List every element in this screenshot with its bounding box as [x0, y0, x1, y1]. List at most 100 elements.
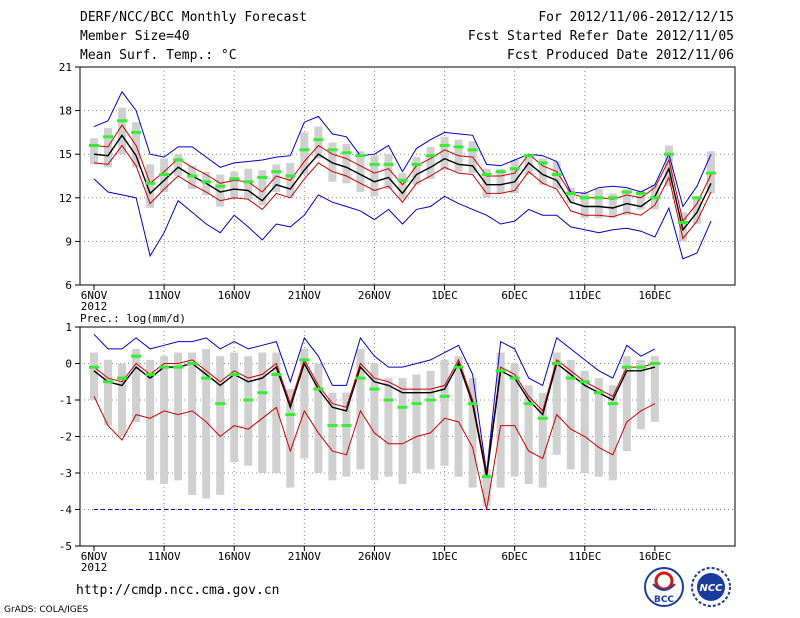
prec-panel-title: Prec.: log(mm/d): [80, 312, 186, 325]
temp-box: [636, 190, 645, 210]
temp-box: [566, 187, 575, 204]
prec-xtick-label: 11NOV: [148, 550, 181, 563]
prec-box: [412, 374, 421, 473]
prec-box: [580, 370, 589, 473]
temp-max-line: [93, 90, 712, 208]
prec-xtick-label: 26NOV: [358, 550, 391, 563]
prec-box: [594, 378, 603, 477]
prec-box: [454, 356, 463, 477]
prec-xtick-label: 1DEC: [431, 550, 458, 563]
forecast-period: For 2012/11/06-2012/12/15: [538, 10, 734, 25]
prec-ytick-label: -1: [59, 394, 72, 407]
prec-box: [384, 378, 393, 477]
prec-box: [370, 363, 379, 481]
prec-box: [552, 352, 561, 455]
prec-box: [566, 359, 575, 470]
prec-max-line: [93, 333, 656, 474]
prec-xtick-label: 16DEC: [638, 550, 671, 563]
prec-box: [538, 392, 547, 488]
chart-title: DERF/NCC/BCC Monthly Forecast: [80, 10, 307, 25]
temp-box: [174, 154, 183, 176]
temp-xtick-label: 11NOV: [148, 289, 181, 302]
prec-xtick-label: 21NOV: [288, 550, 321, 563]
temp-box: [90, 138, 98, 165]
prec-box: [216, 356, 225, 495]
grads-credit: GrADS: COLA/IGES: [4, 605, 89, 615]
temp-ytick-label: 12: [59, 192, 72, 205]
temp-box: [482, 168, 491, 198]
temp-box: [118, 107, 127, 155]
temp-box: [300, 132, 309, 175]
temp-mean-line: [93, 134, 712, 232]
temp-box: [412, 157, 421, 185]
prec-box: [440, 359, 449, 466]
temp-xtick-label: 26NOV: [358, 289, 391, 302]
prec-box: [90, 352, 98, 400]
prec-box: [230, 352, 239, 463]
prec-box: [286, 389, 295, 488]
temp-xtick-label: 6NOV: [81, 289, 108, 302]
prec-box: [608, 385, 617, 481]
prec-box: [160, 356, 169, 484]
temp-box: [608, 193, 617, 219]
temp-box: [398, 173, 407, 200]
prec-ytick-label: -3: [59, 467, 72, 480]
temp-box: [370, 155, 379, 197]
temp-ytick-label: 9: [65, 235, 72, 248]
temp-box: [356, 151, 365, 192]
prec-box: [174, 352, 183, 481]
temp-box: [622, 189, 631, 216]
temp-box: [664, 145, 673, 187]
prec-sd-lower-line: [93, 396, 656, 510]
prec-ytick-label: 1: [65, 321, 72, 334]
temp-box: [594, 189, 603, 219]
produced-date: Fcst Produced Date 2012/11/06: [507, 48, 734, 63]
temp-xtick-label: 11DEC: [568, 289, 601, 302]
prec-xtick-label: 6DEC: [501, 550, 528, 563]
temp-box: [216, 174, 225, 207]
temp-box: [230, 171, 239, 200]
prec-box: [356, 348, 365, 470]
prec-xtick-label: 16NOV: [218, 550, 251, 563]
temp-box: [426, 146, 435, 179]
temp-box: [314, 126, 323, 159]
ncc-logo-text: NCC: [699, 583, 723, 594]
temp-xtick-label: 6DEC: [501, 289, 528, 302]
prec-box: [510, 363, 519, 477]
prec-ytick-label: -4: [59, 504, 73, 517]
temp-xtick-label: 16DEC: [638, 289, 671, 302]
prec-box: [650, 356, 659, 422]
temp-xtick-label: 16NOV: [218, 289, 251, 302]
prec-ytick-label: 0: [65, 358, 72, 371]
prec-box: [636, 359, 645, 430]
temp-box: [146, 164, 155, 208]
temp-box: [510, 160, 519, 194]
temp-ytick-label: 6: [65, 279, 72, 292]
prec-year-label: 2012: [81, 561, 108, 574]
temp-ytick-label: 15: [59, 148, 72, 161]
temp-panel: 6 9 12 15 18 21 6NOV 11NOV 16NOV 21NOV 26NOV 1DEC 6D…: [59, 61, 736, 313]
prec-xtick-label: 6NOV: [81, 550, 108, 563]
temp-box: [244, 168, 253, 200]
prec-xtick-label: 11DEC: [568, 550, 601, 563]
prec-box: [496, 352, 505, 488]
temp-box: [104, 128, 113, 168]
temp-xtick-label: 1DEC: [431, 289, 458, 302]
temp-box: [538, 158, 547, 185]
bcc-logo-text: BCC: [654, 595, 674, 605]
temp-xtick-label: 21NOV: [288, 289, 321, 302]
prec-box: [118, 363, 127, 437]
prec-box: [468, 378, 477, 488]
source-url[interactable]: http://cmdp.ncc.cma.gov.cn: [76, 583, 280, 598]
prec-box: [258, 352, 267, 473]
prec-box: [524, 385, 533, 484]
temp-box: [580, 191, 589, 219]
prec-box: [342, 392, 351, 477]
prec-box: [104, 359, 113, 426]
temp-box: [496, 168, 505, 194]
prec-box: [146, 359, 155, 481]
temp-box: [440, 136, 449, 171]
prec-box: [272, 352, 281, 473]
